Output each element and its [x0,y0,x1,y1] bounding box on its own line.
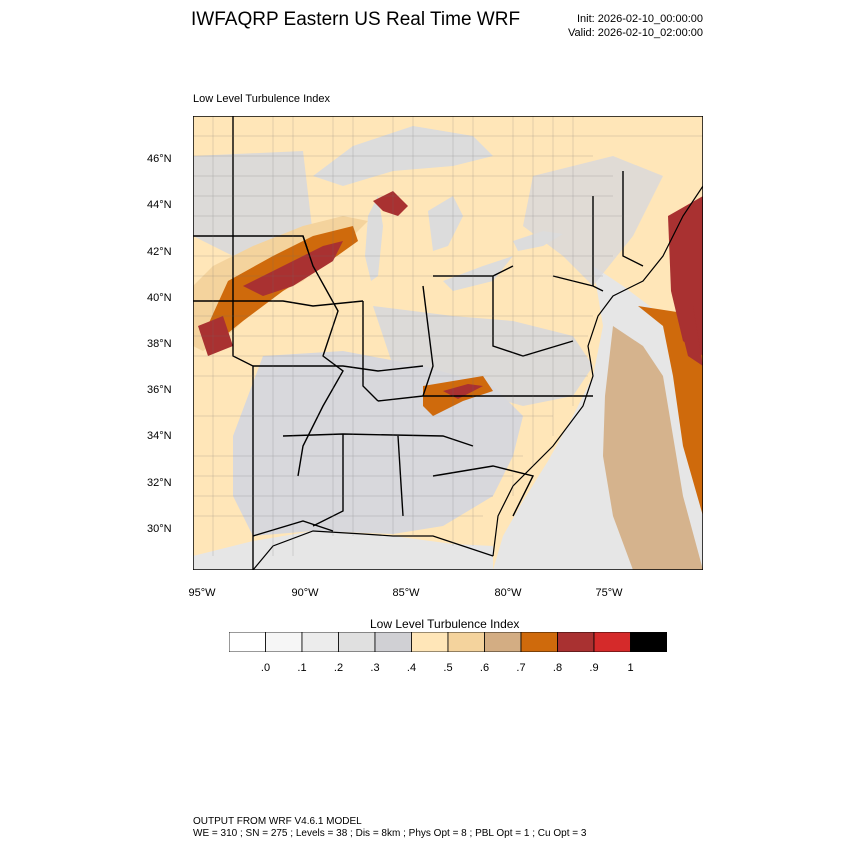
lat-label: 46°N [147,153,172,165]
lat-label: 32°N [147,477,172,489]
county-lines [193,116,703,556]
colorbar-swatch [411,632,449,652]
colorbar-swatch [229,632,266,652]
plot-title: IWFAQRP Eastern US Real Time WRF [191,9,521,30]
colorbar-swatch [338,632,376,652]
footer-config: WE = 310 ; SN = 275 ; Levels = 38 ; Dis … [193,828,587,839]
colorbar-tick-label: .2 [333,662,344,674]
lon-label: 90°W [291,587,319,599]
colorbar-title: Low Level Turbulence Index [370,617,520,631]
colorbar-swatch [374,632,412,652]
lon-label: 95°W [188,587,216,599]
lon-label: 75°W [595,587,623,599]
lat-label: 36°N [147,384,172,396]
colorbar-swatch [593,632,631,652]
colorbar-tick-label: .7 [516,662,526,674]
lat-label: 40°N [147,292,172,304]
ocean-band-red-2 [673,296,703,366]
lake-ontario [513,231,563,251]
colorbar-tick-label: .4 [406,662,417,674]
turbulence-map [193,116,703,570]
lon-label: 85°W [392,587,420,599]
field-label: Low Level Turbulence Index [193,93,330,105]
gulf-of-mexico [193,531,493,570]
lat-label: 34°N [147,430,172,442]
colorbar-swatch [265,632,303,652]
lat-label: 42°N [147,246,172,258]
colorbar-swatch [484,632,522,652]
northwest-grey [193,151,313,256]
lake-erie [443,256,513,291]
colorbar-tick-label: .6 [479,662,490,674]
red-patch-michigan [373,191,408,216]
lon-label: 80°W [494,587,522,599]
colorbar-swatch [520,632,558,652]
colorbar-tick-label: .0 [260,662,271,674]
valid-time: Valid: 2026-02-10_02:00:00 [568,27,703,39]
lake-huron [428,196,463,251]
colorbar [229,632,667,652]
colorbar-tick-label: .9 [589,662,599,674]
colorbar-tick-label: 1 [627,662,634,674]
colorbar-tick-label: .5 [443,662,453,674]
colorbar-swatch [630,632,667,652]
init-time: Init: 2026-02-10_00:00:00 [577,13,703,25]
ocean-band-orange [638,306,703,516]
lat-label: 30°N [147,523,172,535]
colorbar-tick-label: .3 [370,662,380,674]
lake-michigan [365,196,383,281]
colorbar-tick-label: .8 [552,662,563,674]
lat-label: 38°N [147,338,172,350]
colorbar-tick-label: .1 [297,662,307,674]
footer-model: OUTPUT FROM WRF V4.6.1 MODEL [193,816,362,827]
lat-label: 44°N [147,199,172,211]
colorbar-swatch [557,632,595,652]
ocean-band-brown [603,326,703,570]
colorbar-swatch [447,632,485,652]
colorbar-swatch [301,632,339,652]
